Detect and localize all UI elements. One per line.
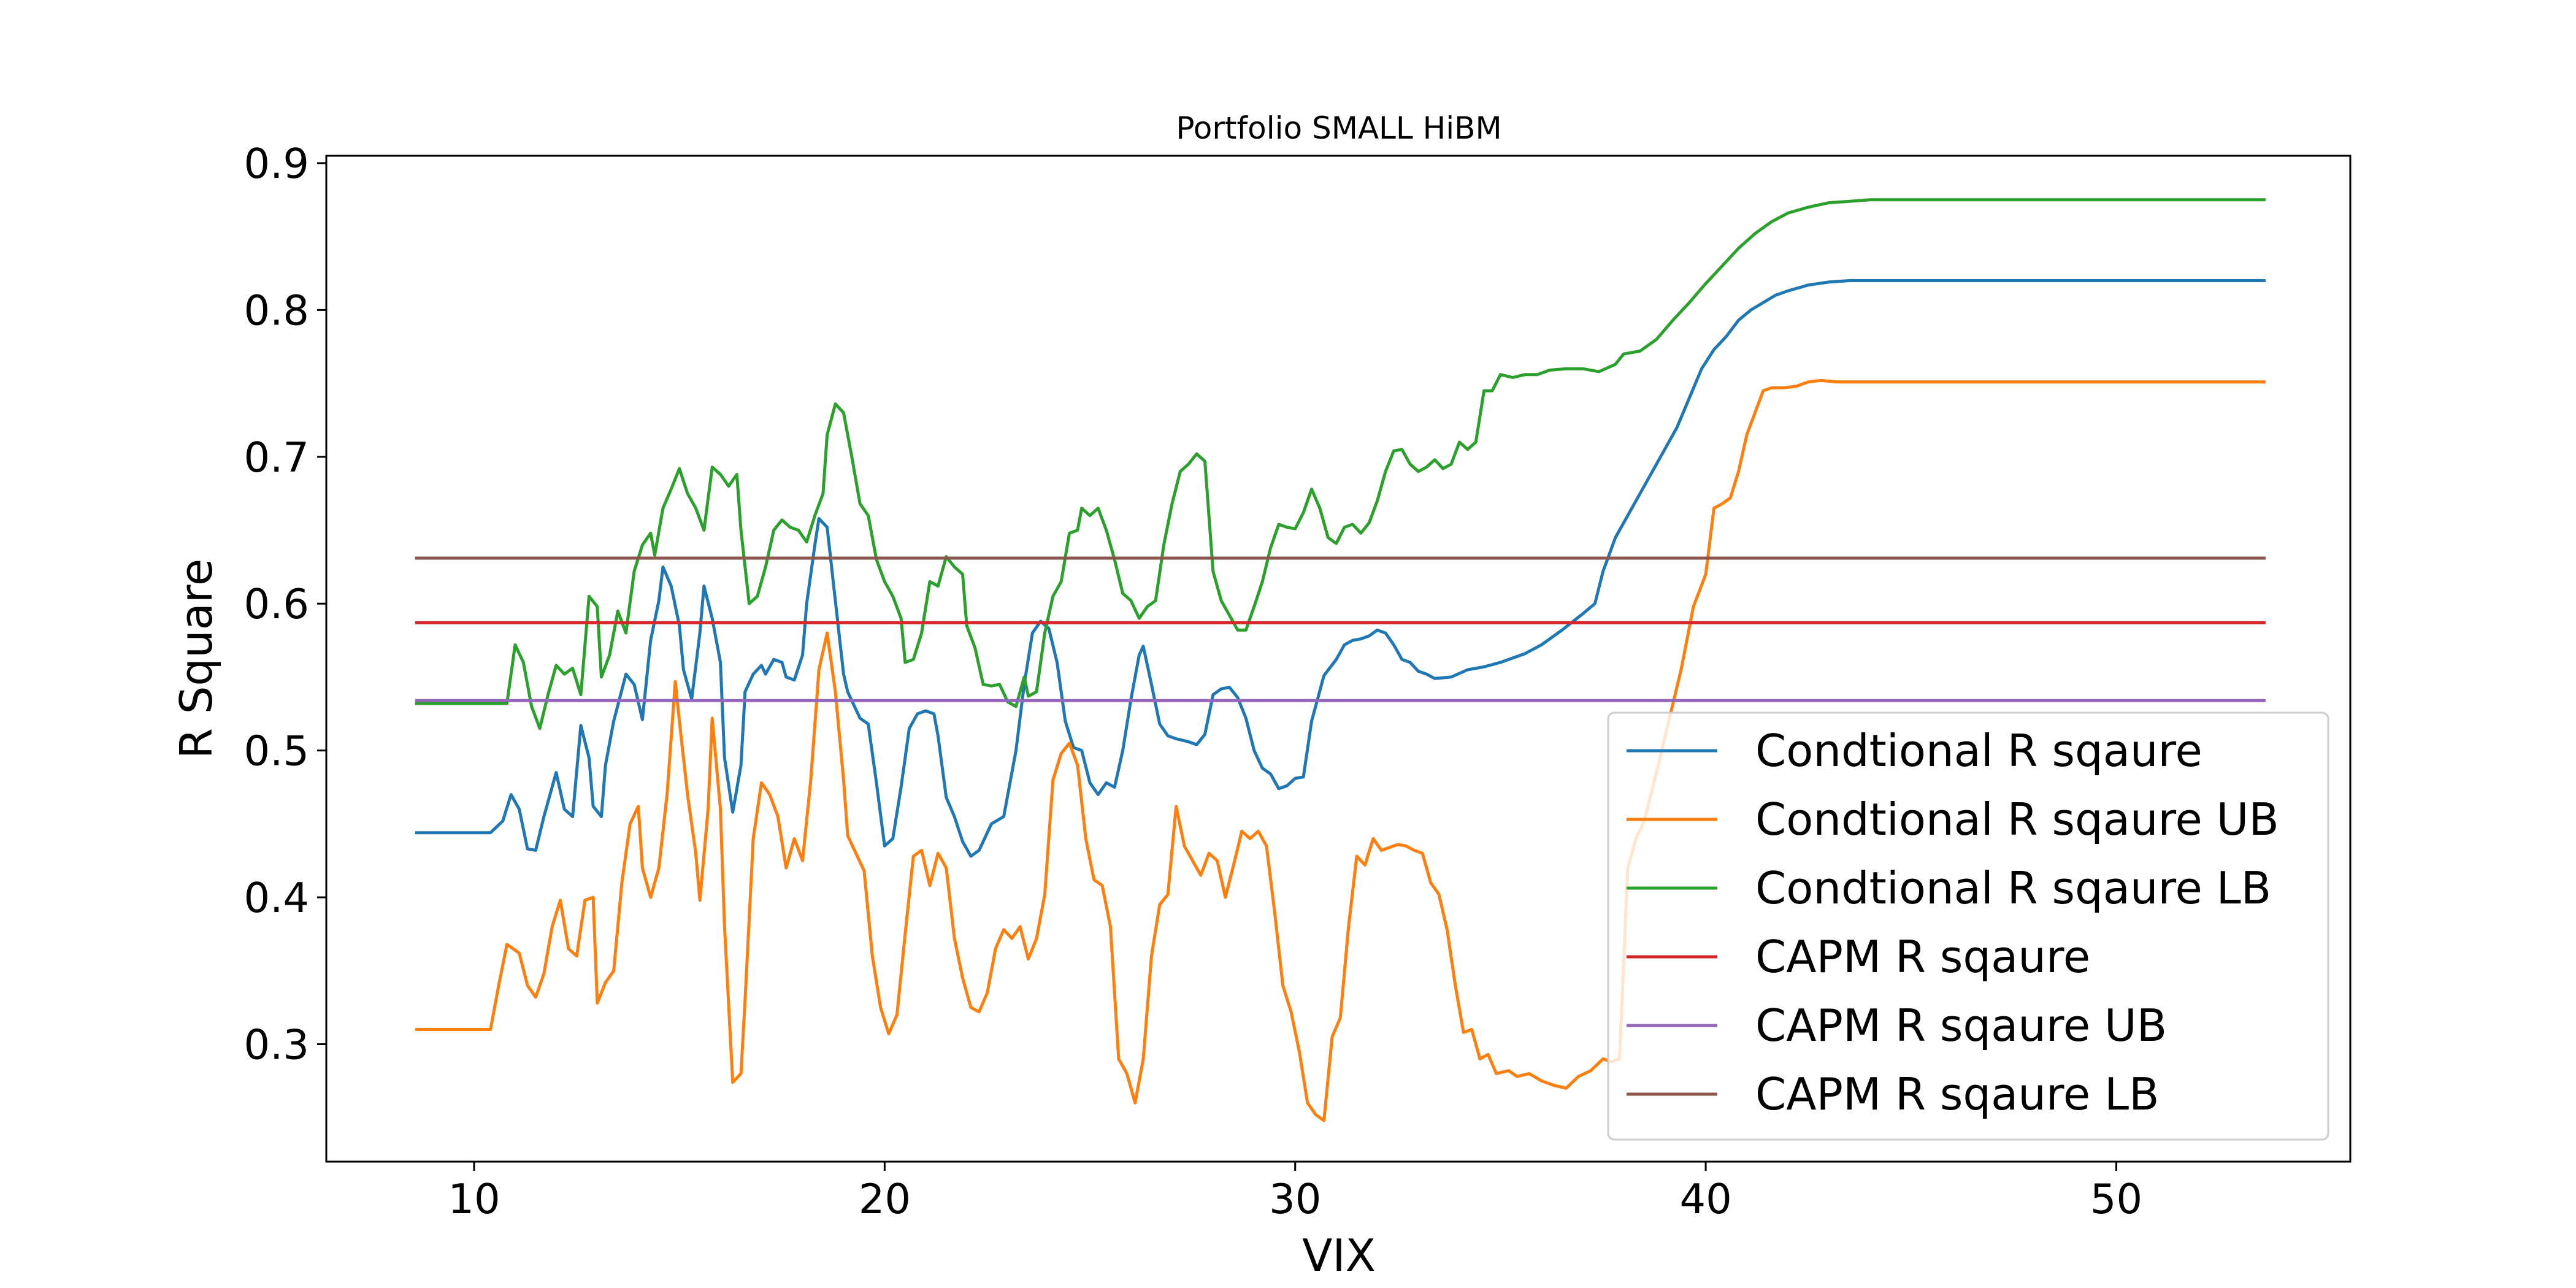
series-layer (415, 198, 2266, 1122)
x-tick-label: 40 (1679, 1175, 1731, 1223)
y-tick-label: 0.4 (243, 874, 309, 922)
y-tick-label: 0.9 (243, 140, 309, 188)
legend: Condtional R sqaure Condtional R sqaure U… (1607, 711, 2329, 1141)
x-tick-label: 20 (859, 1175, 911, 1223)
x-tick-label: 30 (1269, 1175, 1321, 1223)
legend-label-capm-r-sqaure-ub: CAPM R sqaure UB (1755, 1000, 2167, 1051)
x-tick-label: 50 (2090, 1175, 2142, 1223)
x-axis: 10 20 30 40 50 (448, 1162, 2142, 1223)
x-axis-label: VIX (1302, 1230, 1376, 1281)
chart-title: Portfolio SMALL HiBM (1176, 110, 1501, 146)
series-line-condtional-r-sqaure-ub (415, 378, 2266, 1122)
y-tick-label: 0.8 (243, 286, 309, 334)
plot-area-frame (325, 155, 2352, 1163)
y-axis: 0.3 0.4 0.5 0.6 0.7 0.8 0.9 (243, 140, 326, 1068)
y-tick-label: 0.7 (243, 434, 309, 481)
legend-label-capm-r-sqaure-lb: CAPM R sqaure LB (1755, 1068, 2160, 1120)
y-tick-label: 0.3 (243, 1021, 309, 1068)
legend-label-condtional-r-sqaure-ub: Condtional R sqaure UB (1755, 794, 2279, 845)
legend-label-capm-r-sqaure: CAPM R sqaure (1755, 931, 2090, 983)
y-axis-label: R Square (171, 559, 222, 759)
y-tick-label: 0.5 (243, 727, 309, 775)
series-line-condtional-r-sqaure-lb (415, 198, 2266, 730)
legend-label-condtional-r-sqaure-lb: Condtional R sqaure LB (1755, 862, 2271, 914)
legend-label-condtional-r-sqaure: Condtional R sqaure (1755, 725, 2202, 776)
series-line-condtional-r-sqaure (415, 279, 2266, 858)
legend-frame (1607, 711, 2329, 1141)
x-tick-label: 10 (448, 1175, 500, 1223)
y-tick-label: 0.6 (243, 580, 309, 628)
